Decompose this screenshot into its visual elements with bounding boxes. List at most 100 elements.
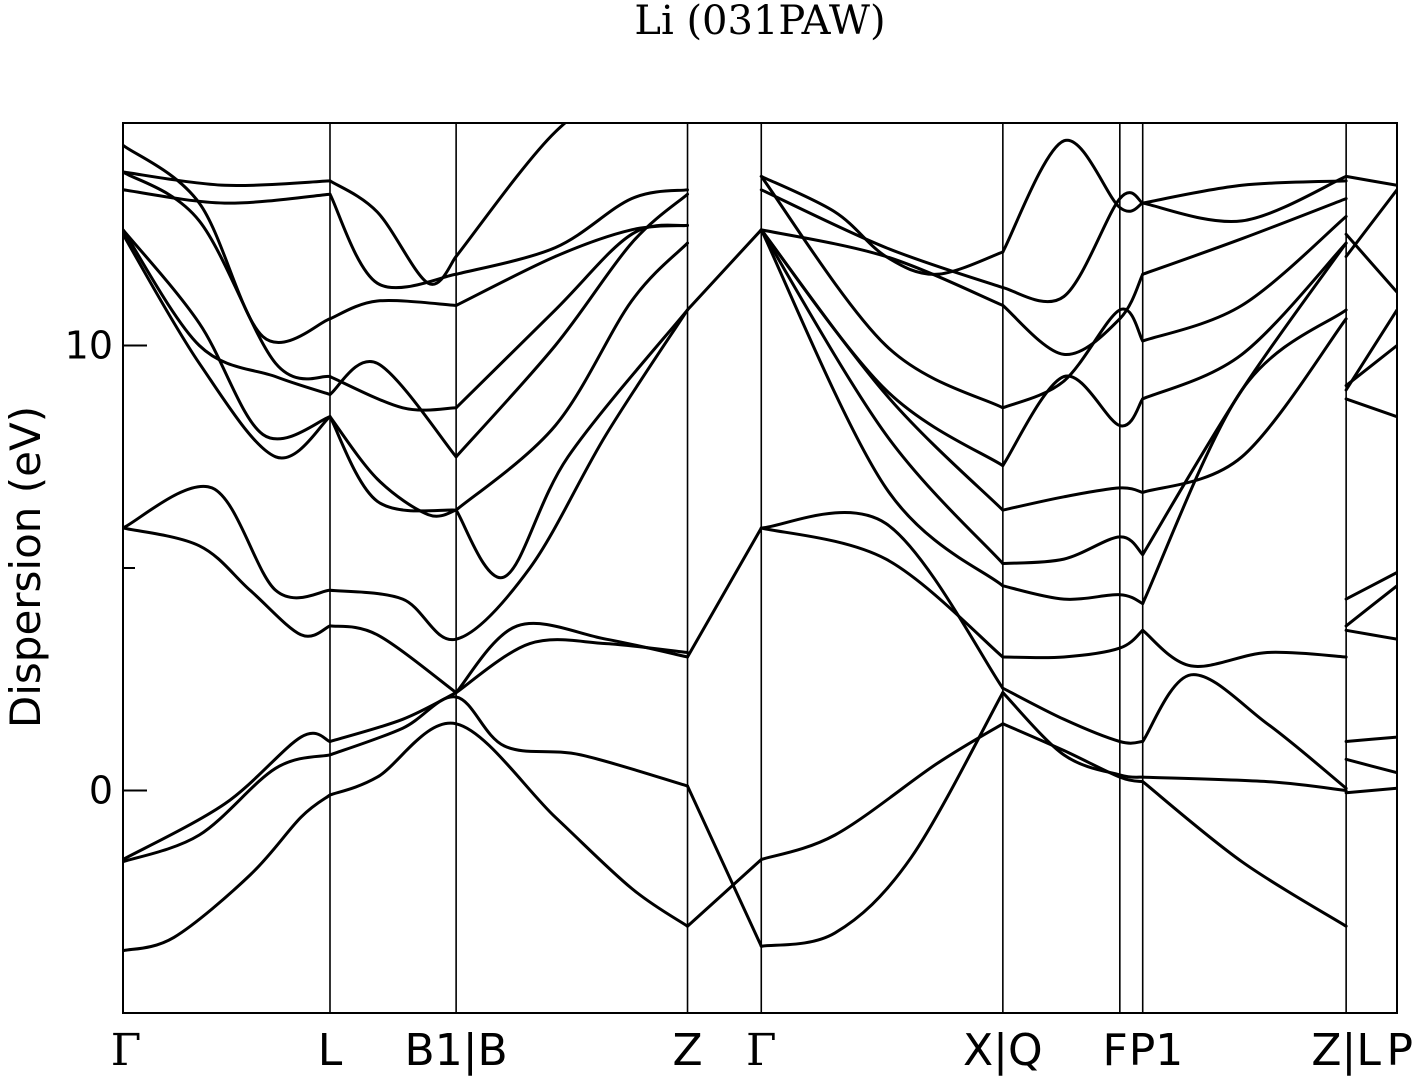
band-segment-75 (1001, 191, 1145, 304)
band-segment-5 (1141, 780, 1348, 928)
band-segment-52 (454, 192, 689, 459)
band-segment-4 (1001, 722, 1145, 784)
band-segment-16 (454, 621, 689, 695)
band-segment-37 (328, 415, 458, 518)
band-segment-41 (1141, 241, 1348, 557)
band-segment-58 (328, 375, 458, 412)
band-segment-38 (454, 308, 689, 580)
kpoint-label: Z|L (1311, 1025, 1381, 1076)
band-segment-84 (1344, 188, 1397, 258)
band-segment-29 (123, 484, 332, 600)
band-segment-27 (1141, 628, 1348, 668)
band-lines (123, 123, 1397, 953)
band-segment-25 (759, 526, 1005, 659)
kpoint-label: Γ (111, 1025, 142, 1076)
band-segment-46 (759, 228, 1005, 512)
kpoint-label: Z (672, 1025, 702, 1076)
band-segment-74 (759, 188, 1005, 290)
band-segment-45 (454, 241, 689, 512)
band-segment-32 (759, 228, 1005, 588)
band-segment-65 (328, 299, 458, 321)
kpoint-label: X|Q (963, 1025, 1043, 1076)
y-axis-label: Dispersion (eV) (1, 406, 50, 728)
band-segment-77 (1344, 174, 1397, 187)
band-segment-26 (1001, 628, 1145, 660)
band-segment-2 (686, 858, 763, 928)
band-segment-42 (1344, 571, 1397, 601)
band-segment-21 (1344, 735, 1397, 743)
kpoint-separators (329, 123, 1347, 1013)
kpoint-label: L (318, 1025, 343, 1076)
band-segment-20 (1141, 673, 1348, 790)
band-segment-33 (1001, 584, 1145, 606)
band-segment-48 (1141, 317, 1348, 494)
band-segment-12 (1141, 775, 1348, 792)
band-segment-79 (328, 179, 458, 286)
band-segment-78 (123, 170, 332, 188)
y-tick-label: 0 (89, 769, 113, 813)
band-segment-24 (454, 638, 689, 695)
kpoint-label: P (1386, 1025, 1413, 1076)
band-segment-72 (328, 192, 458, 290)
band-segment-54 (1001, 374, 1145, 468)
band-segment-30 (328, 308, 689, 642)
band-segment-7 (123, 753, 332, 864)
band-segment-18 (759, 511, 1005, 690)
band-segment-6 (1344, 786, 1397, 795)
band-segment-17 (686, 526, 763, 659)
band-segment-1 (328, 721, 689, 928)
kpoint-label: P1 (1129, 1025, 1184, 1076)
kpoint-label: B1|B (405, 1025, 508, 1076)
band-segment-36 (123, 228, 332, 441)
band-segment-14 (123, 731, 332, 861)
band-segment-8 (328, 695, 689, 788)
band-segment-76 (1141, 174, 1348, 224)
band-segment-47 (1001, 486, 1145, 512)
band-segment-50 (123, 228, 332, 396)
y-tick-label: 10 (65, 324, 113, 368)
band-segment-61 (1001, 307, 1145, 410)
chart-title: Li (031PAW) (634, 0, 885, 44)
band-segment-10 (759, 691, 1005, 948)
band-segment-40 (1001, 535, 1145, 565)
band-segment-31 (686, 228, 763, 312)
band-segment-11 (1001, 691, 1145, 779)
band-segment-60 (759, 174, 1005, 410)
band-segment-82 (1001, 138, 1145, 254)
band-segment-63 (1344, 397, 1397, 419)
band-segment-9 (686, 784, 763, 948)
band-segment-73 (454, 188, 689, 276)
band-segment-28 (1344, 628, 1397, 641)
band-segment-69 (1141, 197, 1348, 276)
plot-frame (122, 122, 1398, 1014)
band-segment-53 (759, 228, 1005, 468)
band-segment-71 (123, 188, 332, 205)
band-segment-23 (328, 624, 458, 695)
kpoint-label: F (1103, 1025, 1128, 1076)
band-segment-19 (1001, 686, 1145, 745)
band-segment-43 (123, 232, 332, 460)
band-segment-80 (454, 123, 568, 258)
band-segment-64 (123, 143, 332, 344)
kpoint-labels: Γ L B1|B Z Γ X|Q F P1 Z|L P (111, 1025, 1413, 1076)
band-segment-22 (123, 526, 332, 638)
band-segment-83 (1141, 179, 1348, 205)
band-segment-59 (454, 223, 689, 410)
band-segment-68 (1001, 272, 1145, 356)
band-segment-15 (328, 691, 458, 743)
band-segment-70 (1344, 232, 1397, 294)
band-segment-56 (1344, 308, 1397, 392)
band-segment-66 (454, 223, 689, 307)
band-segment-39 (759, 228, 1005, 565)
band-segment-62 (1141, 215, 1348, 343)
y-axis-ticks: 0 10 (65, 324, 147, 813)
band-segment-13 (1344, 757, 1397, 775)
kpoint-label: Γ (746, 1025, 777, 1076)
band-segment-55 (1141, 241, 1348, 401)
band-segment-35 (1344, 584, 1397, 628)
band-segment-3 (759, 722, 1005, 861)
band-segment-81 (759, 174, 1005, 276)
band-segment-44 (328, 415, 458, 513)
band-segment-0 (123, 793, 332, 953)
